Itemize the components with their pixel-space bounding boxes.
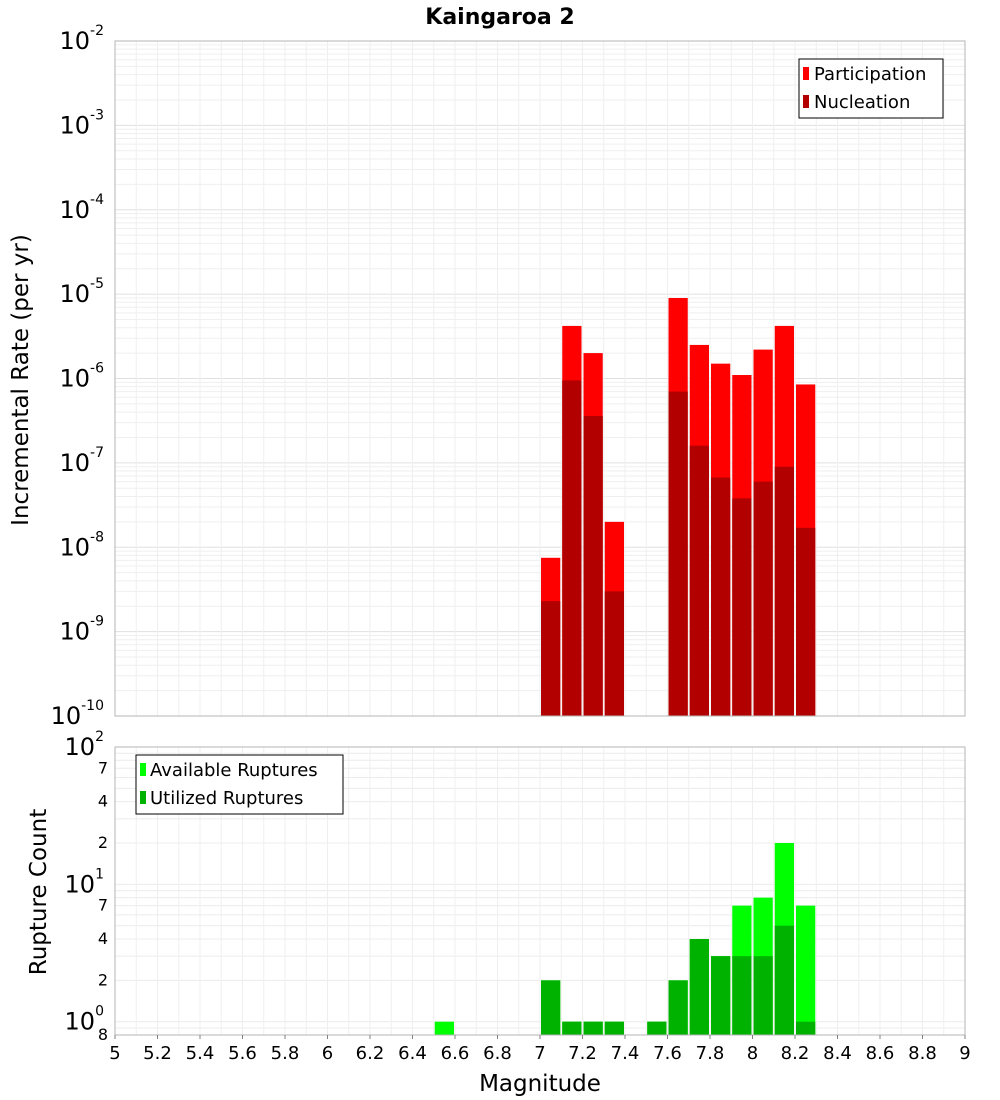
- bar-utilized-ruptures-7.6: [668, 980, 688, 1035]
- top-y-tick-labels: 10-10 10-9 10-8 10-7 10-6 10-5 10-4 10-3 10-2: [51, 23, 105, 730]
- x-tick-label: 8.2: [781, 1043, 810, 1064]
- bottom-y-minor-tick-label: 7: [98, 758, 108, 777]
- x-tick-label: 7.2: [568, 1043, 597, 1064]
- x-tick-label: 5: [109, 1043, 120, 1064]
- legend-available-swatch: [140, 763, 146, 776]
- bar-nucleation-7.8: [711, 477, 731, 716]
- bottom-y-tick-label: 102: [65, 729, 104, 761]
- bar-utilized-ruptures-7.8: [711, 956, 731, 1035]
- x-tick-label: 7.4: [611, 1043, 640, 1064]
- x-tick-label: 9: [959, 1043, 970, 1064]
- x-tick-label: 7: [534, 1043, 545, 1064]
- x-tick-label: 6.2: [356, 1043, 385, 1064]
- legend-participation-swatch: [803, 67, 809, 80]
- top-y-tick-label: 10-9: [59, 614, 104, 646]
- bar-available-ruptures-8.2: [796, 905, 816, 1035]
- legend-nucleation-swatch: [803, 95, 809, 108]
- bar-utilized-ruptures-7.3: [604, 1021, 624, 1035]
- bottom-y-tick-labels: 100 101 102 8 2 4 7 2 4 7: [65, 729, 108, 1044]
- top-y-tick-label: 10-7: [59, 445, 104, 477]
- top-y-axis-label: Incremental Rate (per yr): [8, 234, 34, 526]
- x-tick-label: 8.8: [908, 1043, 937, 1064]
- x-tick-label: 8.4: [823, 1043, 852, 1064]
- top-y-tick-label: 10-2: [59, 23, 104, 55]
- bar-nucleation-8.0: [753, 481, 773, 716]
- x-tick-labels: 5 5.2 5.4 5.6 5.8 6 6.2 6.4 6.6 6.8 7 7.2 7.4 7.6 7.8 8…: [109, 1035, 971, 1064]
- bottom-y-minor-tick-label: 7: [98, 896, 108, 915]
- bottom-y-minor-tick-label: 8: [98, 1025, 108, 1044]
- bottom-y-minor-tick-label: 4: [98, 792, 108, 811]
- bar-nucleation-7.9: [732, 498, 752, 716]
- top-plot-gridlines: [114, 41, 966, 717]
- top-y-tick-label: 10-4: [59, 192, 104, 224]
- bar-available-ruptures-6.5: [434, 1021, 454, 1035]
- bar-utilized-ruptures-8.2: [796, 1021, 816, 1035]
- x-tick-label: 6.4: [398, 1043, 427, 1064]
- top-y-tick-label: 10-6: [59, 361, 104, 393]
- x-tick-label: 5.6: [228, 1043, 257, 1064]
- bar-nucleation-7.0: [541, 601, 561, 716]
- x-axis-label: Magnitude: [479, 1071, 601, 1097]
- x-tick-label: 8: [747, 1043, 758, 1064]
- bottom-legend: Available Ruptures Utilized Ruptures: [135, 754, 344, 815]
- chart-title: Kaingaroa 2: [425, 5, 574, 30]
- bottom-y-minor-tick-label: 4: [98, 929, 108, 948]
- bar-nucleation-7.1: [562, 380, 582, 716]
- top-y-tick-label: 10-5: [59, 276, 104, 308]
- top-legend: Participation Nucleation: [798, 58, 944, 119]
- x-tick-label: 6: [322, 1043, 333, 1064]
- bar-nucleation-7.3: [604, 591, 624, 716]
- bar-utilized-ruptures-7.9: [732, 956, 752, 1035]
- bar-nucleation-8.2: [796, 527, 816, 716]
- bar-utilized-ruptures-7.0: [541, 980, 561, 1035]
- legend-participation-label: Participation: [814, 64, 926, 85]
- top-plot-bars: [541, 297, 816, 716]
- top-y-tick-label: 10-10: [51, 698, 104, 730]
- bottom-y-minor-tick-label: 2: [98, 970, 108, 989]
- bar-nucleation-8.1: [774, 466, 794, 716]
- bottom-y-minor-tick-label: 2: [98, 833, 108, 852]
- x-tick-label: 5.2: [143, 1043, 172, 1064]
- x-tick-label: 5.8: [271, 1043, 300, 1064]
- x-tick-label: 8.6: [866, 1043, 895, 1064]
- bottom-y-tick-label: 100: [65, 1004, 104, 1036]
- x-tick-label: 7.6: [653, 1043, 682, 1064]
- x-tick-label: 6.6: [441, 1043, 470, 1064]
- legend-nucleation-label: Nucleation: [814, 92, 910, 113]
- bar-utilized-ruptures-8.1: [774, 925, 794, 1035]
- bar-nucleation-7.6: [668, 391, 688, 716]
- x-tick-label: 5.4: [186, 1043, 215, 1064]
- legend-utilized-label: Utilized Ruptures: [150, 788, 303, 809]
- legend-utilized-swatch: [140, 791, 146, 804]
- bottom-y-tick-label: 101: [65, 866, 104, 898]
- x-tick-label: 7.8: [696, 1043, 725, 1064]
- bar-utilized-ruptures-7.1: [562, 1021, 582, 1035]
- top-plot-frame: [114, 40, 966, 717]
- bar-nucleation-7.2: [583, 415, 603, 716]
- bar-utilized-ruptures-7.5: [647, 1021, 667, 1035]
- bottom-plot-bars: [434, 843, 816, 1035]
- bottom-y-axis-label: Rupture Count: [26, 809, 52, 975]
- top-y-tick-label: 10-8: [59, 529, 104, 561]
- bar-utilized-ruptures-8.0: [753, 956, 773, 1035]
- bar-nucleation-7.7: [689, 445, 709, 716]
- legend-available-label: Available Ruptures: [150, 760, 318, 781]
- top-y-tick-label: 10-3: [59, 107, 104, 139]
- bar-utilized-ruptures-7.7: [689, 939, 709, 1035]
- bar-utilized-ruptures-7.2: [583, 1021, 603, 1035]
- x-tick-label: 6.8: [483, 1043, 512, 1064]
